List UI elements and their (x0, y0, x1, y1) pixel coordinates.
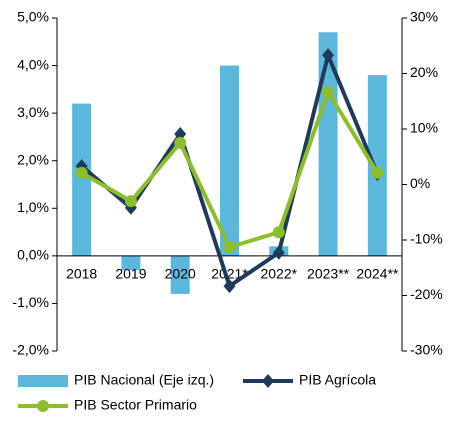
y2-tick-label: 0% (410, 175, 430, 191)
y-tick-label: 5,0% (17, 9, 49, 25)
y2-tick-label: 10% (410, 120, 438, 136)
y2-tick-label: 20% (410, 64, 438, 80)
bar (318, 32, 338, 256)
y-tick-label: 3,0% (17, 104, 49, 120)
x-tick-label: 2024** (356, 266, 399, 282)
legend-label: PIB Agrícola (299, 372, 376, 388)
y-tick-label: 4,0% (17, 56, 49, 72)
y2-tick-label: -30% (410, 342, 443, 358)
y2-tick-label: 30% (410, 9, 438, 25)
x-tick-label: 2018 (66, 266, 97, 282)
legend-swatch (18, 375, 68, 387)
marker (272, 226, 285, 239)
marker (174, 136, 187, 149)
y-tick-label: 1,0% (17, 199, 49, 215)
y-tick-label: 2,0% (17, 151, 49, 167)
legend-marker (262, 374, 274, 388)
bar (220, 65, 239, 256)
marker (322, 48, 335, 63)
y-tick-label: 0,0% (17, 247, 49, 263)
legend-marker (37, 400, 49, 412)
marker (124, 195, 137, 208)
marker (174, 126, 187, 141)
marker (371, 166, 384, 179)
y-tick-label: -2,0% (12, 342, 49, 358)
x-tick-label: 2023** (307, 266, 350, 282)
bar (121, 255, 141, 271)
y2-tick-label: -20% (410, 286, 443, 302)
legend-label: PIB Nacional (Eje izq.) (74, 372, 214, 388)
bar (170, 255, 190, 294)
marker (322, 85, 335, 98)
bar (367, 75, 387, 256)
y-tick-label: -1,0% (12, 294, 49, 310)
x-tick-label: 2022* (260, 266, 297, 282)
x-tick-label: 2019 (115, 266, 146, 282)
marker (75, 166, 88, 179)
x-tick-label: 2020 (165, 266, 196, 282)
marker (223, 279, 236, 294)
y2-tick-label: -10% (410, 231, 443, 247)
marker (272, 245, 285, 260)
legend-label: PIB Sector Primario (74, 397, 197, 413)
bar (72, 103, 92, 256)
marker (223, 241, 236, 254)
